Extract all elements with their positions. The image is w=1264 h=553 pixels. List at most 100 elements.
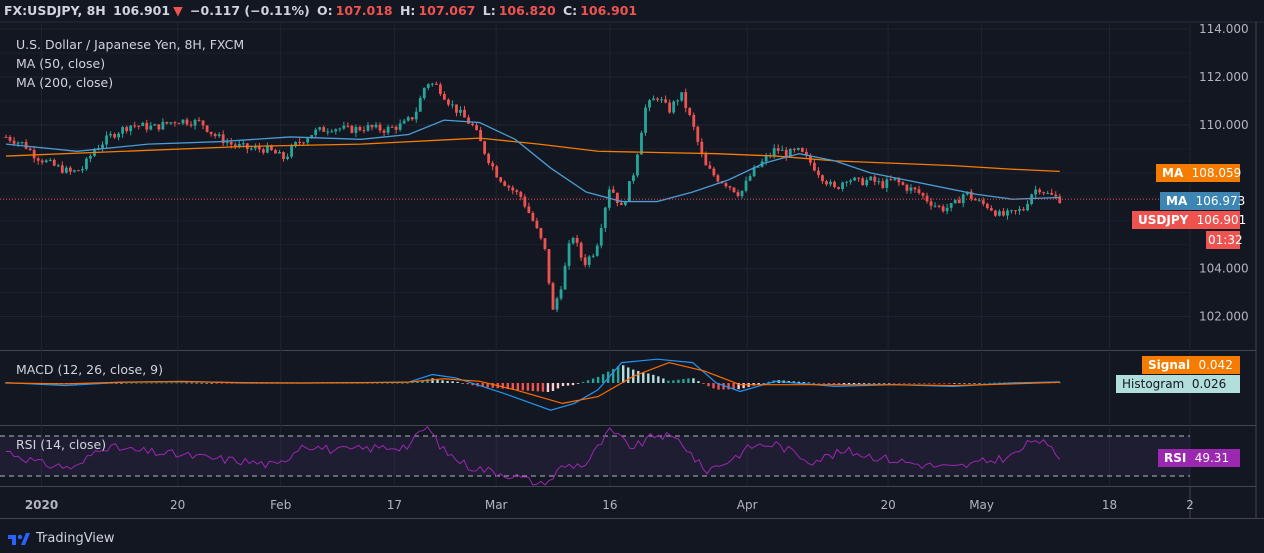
candle-body (684, 92, 688, 109)
candle-body (133, 125, 137, 127)
bar-countdown: 01:32 (1206, 231, 1243, 249)
candle-body (535, 220, 539, 229)
candle-body (917, 189, 921, 194)
macd-histogram-bar (571, 383, 575, 386)
candle-body (800, 147, 804, 152)
candle-body (845, 181, 848, 183)
ma50-line (5, 119, 1060, 203)
candle-body (1018, 209, 1021, 211)
macd-histogram-bar (622, 365, 625, 383)
candle-body (817, 170, 820, 176)
macd-histogram-bar (506, 383, 509, 390)
macd-histogram-bar (923, 383, 926, 384)
candle-body (483, 141, 487, 154)
macd-histogram-bar (817, 383, 821, 384)
macd-histogram-bar (892, 383, 896, 384)
candle-body (459, 109, 462, 113)
candle-body (587, 256, 591, 265)
x-tick-label: 16 (602, 498, 617, 512)
macd-histogram-bar (857, 383, 861, 384)
candle-body (849, 180, 853, 182)
macd-histogram-bar (933, 383, 936, 384)
macd-histogram-bar (436, 379, 439, 383)
macd-histogram-bar (958, 383, 961, 384)
chart-title[interactable]: U.S. Dollar / Japanese Yen, 8H, FXCM (16, 37, 245, 52)
candle-body (692, 114, 696, 127)
macd-histogram-bar (903, 383, 906, 384)
macd-histogram-bar (230, 383, 234, 384)
macd-histogram-bar (797, 381, 801, 383)
candle-body (89, 155, 92, 159)
candle-body (611, 189, 615, 193)
candle-body (901, 182, 905, 185)
macd-histogram-bar (155, 382, 158, 384)
candle-body (28, 148, 32, 151)
candle-body (1034, 189, 1038, 195)
candle-body (20, 142, 24, 144)
candle-body (716, 175, 720, 182)
candle-body (853, 177, 857, 181)
rsi-legend[interactable]: RSI (14, close) (16, 437, 107, 452)
macd-histogram-bar (948, 383, 951, 384)
macd-histogram-bar (812, 382, 816, 384)
candle-body (648, 100, 651, 108)
macd-histogram-bar (862, 383, 866, 384)
candle-body (185, 119, 189, 125)
candle-body (125, 127, 129, 132)
macd-histogram-bar (677, 379, 680, 383)
candle-body (543, 238, 547, 249)
macd-histogram-bar (953, 383, 956, 384)
candle-body (821, 175, 824, 182)
macd-histogram-bar (391, 383, 394, 384)
macd-histogram-bar (596, 376, 600, 383)
macd-histogram-bar (807, 382, 811, 384)
candle-body (270, 145, 273, 151)
candle-body (519, 191, 523, 197)
candle-body (539, 228, 543, 239)
candle-body (85, 158, 88, 169)
candle-body (249, 148, 253, 150)
ma50-legend[interactable]: MA (50, close) (16, 56, 106, 71)
macd-histogram-bar (561, 383, 565, 387)
candle-body (640, 132, 643, 155)
candle-body (157, 124, 161, 130)
candle-body (953, 199, 957, 204)
candle-body (56, 165, 60, 167)
macd-histogram-bar (431, 378, 434, 383)
macd-histogram-bar (908, 383, 911, 384)
candle-body (169, 122, 173, 124)
macd-legend[interactable]: MACD (12, 26, close, 9) (16, 362, 163, 377)
macd-histogram-bar (707, 383, 710, 387)
candle-body (909, 187, 913, 191)
candle-body (378, 124, 382, 131)
ma200-legend[interactable]: MA (200, close) (16, 75, 114, 90)
candle-body (109, 134, 112, 136)
ma200-line (5, 137, 1060, 173)
x-tick-label: 20 (170, 498, 185, 512)
macd-histogram-bar (411, 382, 414, 383)
candle-body (209, 131, 213, 135)
macd-histogram-bar (456, 381, 459, 383)
macd-histogram-bar (451, 381, 454, 383)
low-value: 106.820 (498, 3, 556, 18)
candle-body (937, 205, 941, 207)
macd-histogram-bar (682, 379, 685, 383)
symbol-label[interactable]: FX:USDJPY, 8H (4, 3, 106, 18)
candle-body (386, 126, 390, 133)
candle-body (117, 133, 121, 138)
candle-body (603, 207, 607, 229)
candle-body (406, 117, 410, 121)
candle-body (1006, 210, 1009, 216)
macd-histogram-bar (792, 381, 796, 383)
macd-histogram-bar (913, 383, 916, 384)
candle-body (652, 98, 655, 101)
x-tick-label: Feb (270, 498, 291, 512)
current-price-tag: USDJPY 106.901 (1132, 211, 1246, 229)
candle-body (129, 125, 133, 132)
macd-histogram-bar (426, 379, 429, 383)
candle-body (998, 211, 1001, 216)
candle-body (507, 185, 511, 188)
rsi-line (5, 426, 1061, 486)
brand-footer[interactable]: TradingView (8, 531, 115, 546)
